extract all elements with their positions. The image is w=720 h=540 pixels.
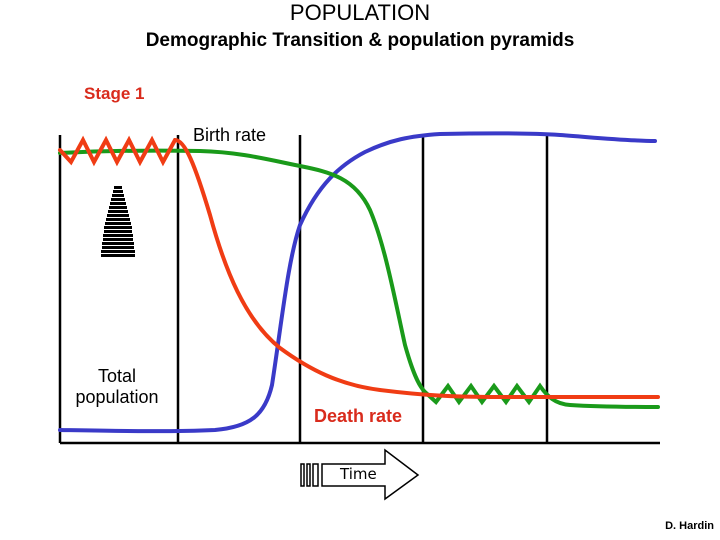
total-population-curve <box>58 131 657 434</box>
death-rate-curve <box>58 135 660 400</box>
author-credit: D. Hardin <box>665 520 714 532</box>
stage-label: Stage 1 <box>84 84 145 103</box>
time-arrow <box>300 448 420 501</box>
total-population-label: Total population <box>75 366 159 407</box>
page-subtitle: Demographic Transition & population pyra… <box>145 30 575 51</box>
population-pyramid-icon <box>101 186 135 257</box>
death-rate-label: Death rate <box>314 406 403 426</box>
birth-rate-curve <box>58 148 660 409</box>
birth-rate-label: Birth rate <box>193 125 267 145</box>
time-label: Time <box>340 465 377 483</box>
page-title: POPULATION <box>289 0 431 25</box>
